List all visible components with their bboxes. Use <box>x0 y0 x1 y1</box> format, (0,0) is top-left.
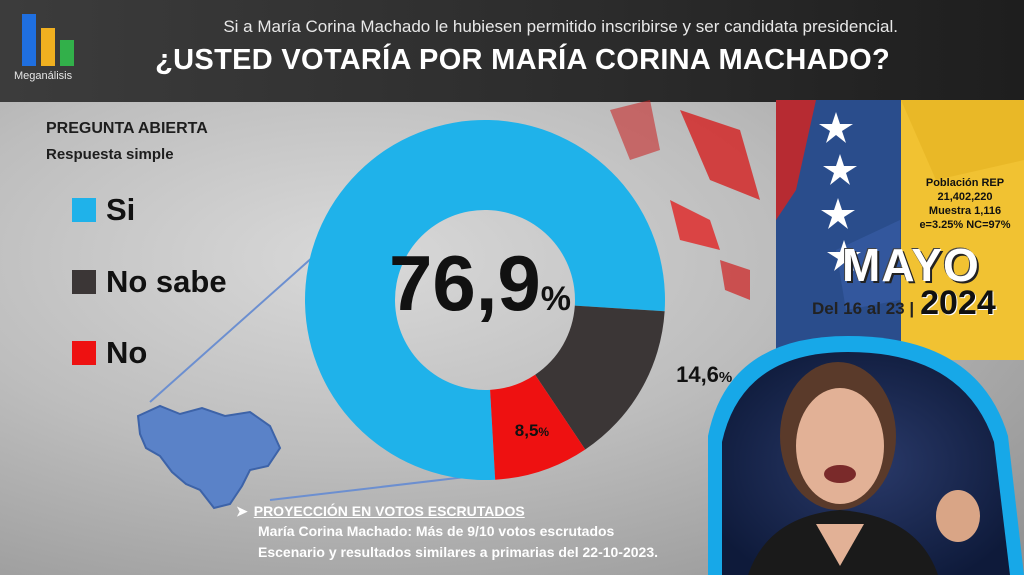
response-type: Respuesta simple <box>46 146 174 163</box>
period-dates: Del 16 al 23 | 2024 <box>812 284 996 323</box>
sample-size: Muestra 1,116 <box>928 205 1002 217</box>
population-value: 21,402,220 <box>937 191 993 203</box>
legend-swatch-si <box>72 198 96 222</box>
bar-chart-logo-icon <box>22 14 74 66</box>
legend-label-no-sabe: No sabe <box>106 264 227 299</box>
chevron-right-icon: ➤ <box>236 503 248 519</box>
header-bar: Meganálisis Si a María Corina Machado le… <box>0 0 1024 102</box>
legend-item-no-sabe: No sabe <box>72 264 227 299</box>
donut-label-no: 8,5% <box>515 421 550 440</box>
projection-line-1: María Corina Machado: Más de 9/10 votos … <box>258 523 615 539</box>
period-year: 2024 <box>920 284 996 322</box>
projection-line-2: Escenario y resultados similares a prima… <box>258 544 658 560</box>
venezuela-map-icon <box>136 404 282 510</box>
donut-label-no-sabe: 14,6% <box>676 362 732 387</box>
survey-info: Población REP 21,402,220 Muestra 1,116 e… <box>906 176 1024 232</box>
error-margin: e=3.25% NC=97% <box>919 219 1011 231</box>
legend-label-no: No <box>106 335 148 370</box>
legend-swatch-no <box>72 341 96 365</box>
population-label: Población REP <box>925 177 1005 189</box>
donut-slice-no-sabe <box>535 305 665 450</box>
donut-slice-no <box>490 374 586 480</box>
legend-item-si: Si <box>72 192 136 227</box>
period-month: MAYO <box>842 239 980 291</box>
period-range: Del 16 al 23 | <box>812 299 915 318</box>
legend-label-si: Si <box>106 192 136 227</box>
brand-name: Meganálisis <box>14 70 73 82</box>
projection-title: ➤ PROYECCIÓN EN VOTOS ESCRUTADOS <box>236 503 525 519</box>
page-subtitle: Si a María Corina Machado le hubiesen pe… <box>223 17 898 36</box>
page-title: ¿USTED VOTARÍA POR MARÍA CORINA MACHADO? <box>155 44 890 76</box>
flag-decoration <box>776 100 1024 360</box>
donut-label-si: 76,9% <box>389 239 571 327</box>
brush-strokes-decoration <box>610 100 760 300</box>
donut-slice-si <box>305 119 665 480</box>
candidate-photo <box>708 336 1024 575</box>
legend-swatch-no-sabe <box>72 270 96 294</box>
legend-item-no: No <box>72 335 148 370</box>
question-type: PREGUNTA ABIERTA <box>46 120 208 137</box>
